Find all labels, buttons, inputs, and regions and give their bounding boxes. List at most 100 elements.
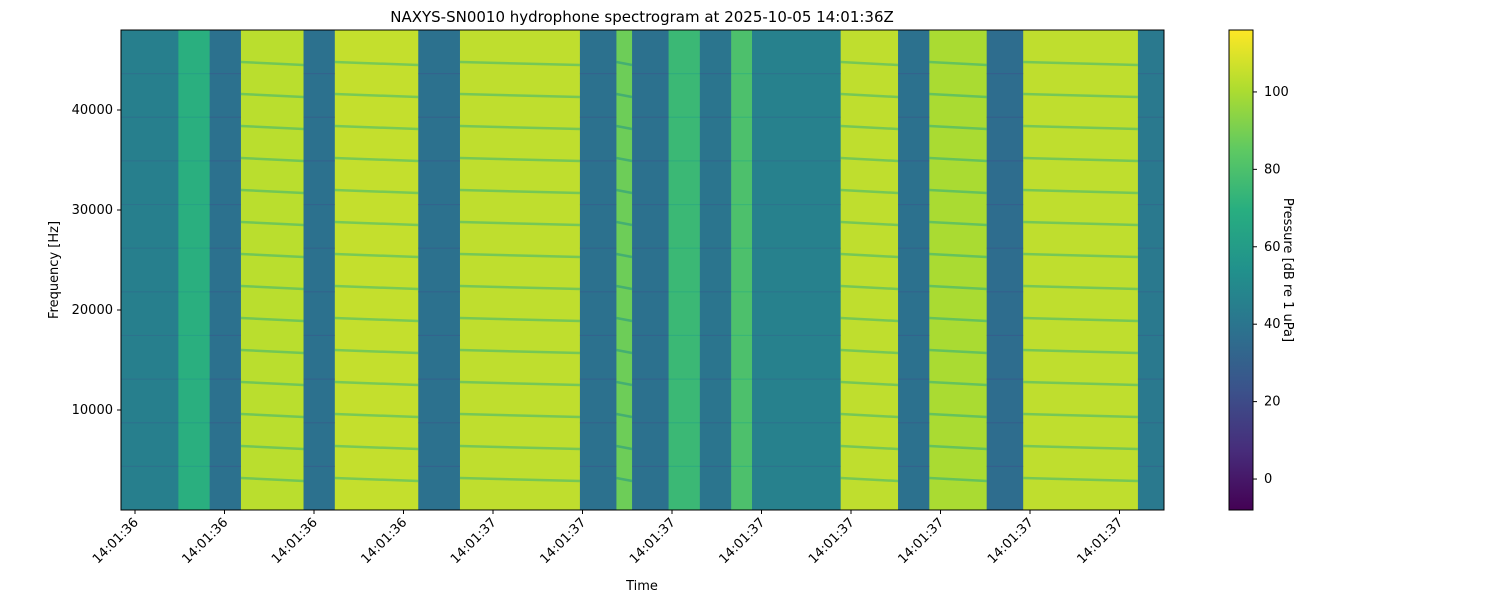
y-tick-label: 30000 <box>72 203 113 218</box>
harmonic-line <box>840 156 899 163</box>
harmonic-line <box>929 284 987 291</box>
harmonic-line <box>840 92 899 99</box>
x-tick-label: 14:01:37 <box>895 515 947 567</box>
x-tick-label: 14:01:36 <box>90 515 142 567</box>
spectrogram-band <box>579 30 618 510</box>
harmonic-line <box>616 156 633 163</box>
harmonic-line <box>334 476 419 483</box>
spectrogram-band <box>929 30 988 510</box>
harmonic-line <box>840 316 899 323</box>
harmonic-line <box>459 156 580 163</box>
harmonic-line <box>1023 252 1138 259</box>
harmonic-line <box>929 220 987 227</box>
harmonic-line <box>616 124 633 131</box>
harmonic-line <box>459 476 580 483</box>
x-axis-label: Time <box>625 579 658 594</box>
harmonic-line <box>929 156 987 163</box>
harmonic-line <box>240 252 304 259</box>
harmonic-line <box>459 60 580 67</box>
harmonic-line <box>929 316 987 323</box>
spectrogram-band <box>1023 30 1139 510</box>
harmonic-line <box>459 316 580 323</box>
y-tick-label: 20000 <box>72 303 113 318</box>
harmonic-line <box>334 220 419 227</box>
x-tick-label: 14:01:36 <box>358 515 410 567</box>
harmonic-line <box>840 60 899 67</box>
harmonic-line <box>240 444 304 451</box>
harmonic-line <box>929 92 987 99</box>
harmonic-line <box>459 188 580 195</box>
colorbar-label: Pressure [dB re 1 uPa] <box>1280 198 1295 342</box>
harmonic-line <box>1023 380 1138 387</box>
spectrogram-band <box>121 30 180 510</box>
harmonic-line <box>1023 188 1138 195</box>
y-axis: 10000 20000 30000 40000 <box>72 103 121 418</box>
spectrogram-band <box>459 30 581 510</box>
spectrogram-band <box>986 30 1025 510</box>
harmonic-line <box>840 284 899 291</box>
harmonic-line <box>616 220 633 227</box>
harmonic-line <box>459 220 580 227</box>
harmonic-line <box>240 284 304 291</box>
harmonic-line <box>334 92 419 99</box>
harmonic-line <box>1023 156 1138 163</box>
harmonic-line <box>240 316 304 323</box>
harmonic-line <box>929 476 987 483</box>
x-tick-label: 14:01:37 <box>537 515 589 567</box>
colorbar <box>1228 29 1254 511</box>
harmonic-line <box>334 188 419 195</box>
spectrogram-heatmap <box>121 30 1164 510</box>
harmonic-line <box>1023 316 1138 323</box>
harmonic-line <box>929 412 987 419</box>
harmonic-line <box>929 188 987 195</box>
harmonic-line <box>840 476 899 483</box>
spectrogram-band <box>668 30 701 510</box>
harmonic-line <box>1023 412 1138 419</box>
harmonic-line <box>840 444 899 451</box>
harmonic-line <box>1023 60 1138 67</box>
colorbar-tick-label: 100 <box>1264 85 1289 100</box>
y-tick-label: 10000 <box>72 403 113 418</box>
harmonic-line <box>334 444 419 451</box>
harmonic-line <box>616 252 633 259</box>
harmonic-line <box>840 252 899 259</box>
harmonic-line <box>334 412 419 419</box>
harmonic-line <box>840 380 899 387</box>
spectrogram-band <box>303 30 336 510</box>
harmonic-line <box>240 60 304 67</box>
harmonic-line <box>616 92 633 99</box>
spectrogram-band <box>699 30 733 510</box>
harmonic-line <box>1023 444 1138 451</box>
y-axis-label: Frequency [Hz] <box>47 221 62 319</box>
harmonic-line <box>240 476 304 483</box>
harmonic-line <box>1023 220 1138 227</box>
harmonic-line <box>616 188 633 195</box>
harmonic-line <box>334 60 419 67</box>
harmonic-line <box>929 124 987 131</box>
spectrogram-band <box>418 30 461 510</box>
harmonic-line <box>616 60 633 67</box>
harmonic-line <box>1023 124 1138 131</box>
x-tick-label: 14:01:37 <box>1074 515 1126 567</box>
harmonic-line <box>240 348 304 355</box>
harmonic-line <box>616 316 633 323</box>
x-tick-label: 14:01:37 <box>627 515 679 567</box>
spectrogram-band <box>240 30 305 510</box>
colorbar-tick-label: 80 <box>1264 162 1281 177</box>
harmonic-line <box>1023 284 1138 291</box>
harmonic-line <box>240 188 304 195</box>
harmonic-line <box>240 220 304 227</box>
harmonic-line <box>459 444 580 451</box>
x-axis: 14:01:36 14:01:36 14:01:36 14:01:36 14:01:37… <box>90 510 1126 567</box>
harmonic-line <box>840 188 899 195</box>
spectrogram-band <box>840 30 900 510</box>
harmonic-line <box>929 252 987 259</box>
spectrogram-band <box>632 30 670 510</box>
harmonic-line <box>459 348 580 355</box>
x-tick-label: 14:01:37 <box>806 515 858 567</box>
harmonic-line <box>459 124 580 131</box>
harmonic-line <box>616 284 633 291</box>
harmonic-line <box>240 156 304 163</box>
harmonic-line <box>840 412 899 419</box>
